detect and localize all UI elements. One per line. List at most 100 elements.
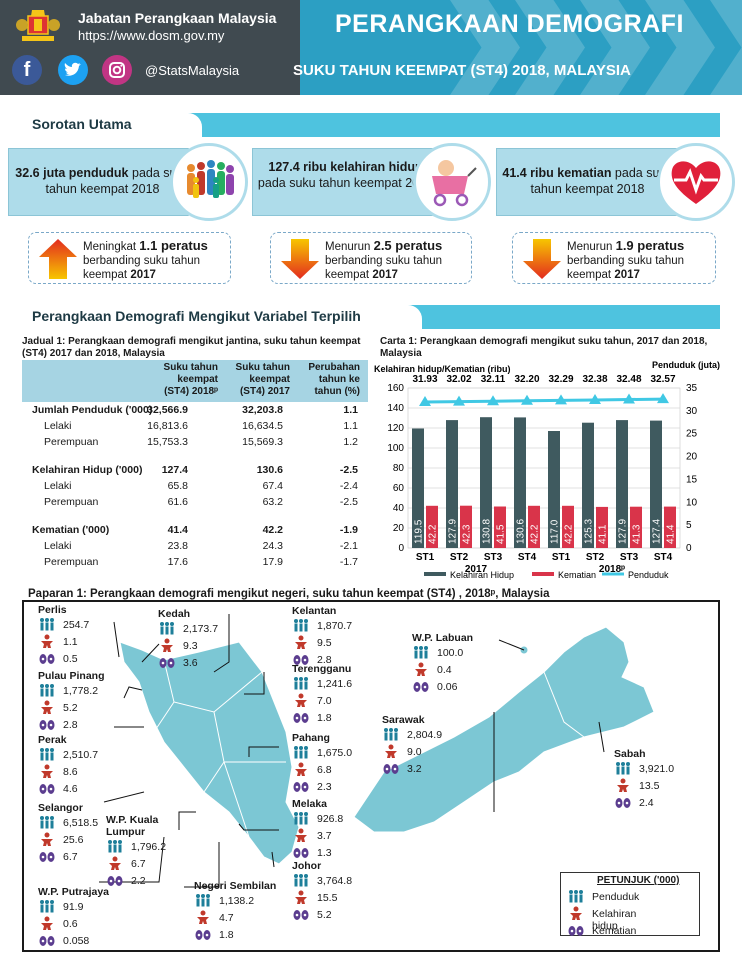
value-2017: 15,569.3 bbox=[242, 436, 283, 448]
line-label-population: 32.02 bbox=[446, 374, 471, 385]
change-text: keempat bbox=[83, 269, 131, 281]
value-change: -2.5 bbox=[339, 464, 358, 476]
population-icon bbox=[40, 816, 54, 829]
bar-deaths bbox=[596, 506, 608, 548]
bar-label-deaths: 42.3 bbox=[462, 524, 473, 544]
point-population bbox=[521, 394, 533, 405]
people-icon bbox=[187, 160, 234, 198]
instagram-icon[interactable] bbox=[102, 55, 132, 85]
row-label: Kelahiran Hidup ('000) bbox=[32, 464, 143, 476]
state-births: 7.0 bbox=[292, 693, 351, 710]
y-tick-left: 120 bbox=[387, 423, 404, 434]
state-births: 6.7 bbox=[106, 856, 158, 873]
change-direction: Menurun bbox=[325, 241, 374, 253]
y-tick-left: 60 bbox=[393, 483, 405, 494]
state-population: 3,921.0 bbox=[614, 761, 674, 778]
bar-births bbox=[650, 420, 662, 548]
y-tick-left: 100 bbox=[387, 443, 404, 454]
death-icon bbox=[195, 930, 211, 940]
state-deaths: 2.3 bbox=[292, 779, 332, 796]
population-icon bbox=[294, 619, 308, 632]
value-change: 1.1 bbox=[343, 420, 358, 432]
line-label-population: 32.29 bbox=[548, 374, 573, 385]
death-icon bbox=[293, 713, 309, 723]
bar-label-births: 130.8 bbox=[482, 519, 493, 544]
death-icon bbox=[293, 910, 309, 920]
line-label-population: 32.11 bbox=[481, 374, 506, 385]
state-deaths: 2.4 bbox=[614, 795, 654, 812]
births-text: pada suku tahun keempat 2018 bbox=[257, 176, 434, 190]
bar-label-births: 127.9 bbox=[448, 519, 459, 544]
state-births: 13.5 bbox=[614, 778, 659, 795]
deaths-circle bbox=[657, 143, 735, 221]
population-icon bbox=[40, 900, 54, 913]
value-2018: 23.8 bbox=[167, 540, 188, 552]
change-text: keempat bbox=[325, 269, 373, 281]
map-legend: PETUNJUK ('000) Penduduk Kelahiran hidup… bbox=[560, 872, 700, 937]
state-births: 1.1 bbox=[38, 634, 78, 651]
value-2017: 130.6 bbox=[256, 464, 283, 476]
facebook-icon[interactable]: f bbox=[12, 55, 42, 85]
population-icon bbox=[569, 890, 583, 903]
table-row: Perempuan 61.6 63.2 -2.5 bbox=[22, 496, 368, 512]
bar-births bbox=[616, 420, 628, 548]
state-johor: Johor 3,764.8 15.5 5.2 bbox=[292, 860, 352, 924]
x-tick-label: ST2 bbox=[586, 552, 605, 563]
row-label: Lelaki bbox=[44, 480, 72, 492]
value-change: -1.7 bbox=[339, 556, 358, 568]
deaths-value: 41.4 ribu kematian bbox=[502, 166, 612, 180]
state-deaths: 2.8 bbox=[38, 717, 105, 734]
row-label: Perempuan bbox=[44, 556, 99, 568]
table-row: Kematian ('000) 41.4 42.2 -1.9 bbox=[22, 524, 368, 540]
table-row: Perempuan 15,753.3 15,569.3 1.2 bbox=[22, 436, 368, 452]
row-label: Kematian ('000) bbox=[32, 524, 110, 536]
legend-label-population: Penduduk bbox=[628, 570, 669, 580]
map-frame: Perlis 254.7 1.1 0.5 Kedah 2,173.7 9.3 3.6 Kelan… bbox=[22, 600, 720, 952]
bar-deaths bbox=[562, 505, 574, 548]
y-tick-right: 25 bbox=[686, 429, 698, 440]
value-2017: 42.2 bbox=[262, 524, 283, 536]
twitter-icon[interactable] bbox=[58, 55, 88, 85]
birth-icon bbox=[197, 910, 209, 924]
x-tick-label: ST4 bbox=[654, 552, 673, 563]
state-name: Melaka bbox=[292, 798, 328, 810]
death-icon bbox=[293, 848, 309, 858]
birth-icon bbox=[41, 634, 53, 648]
legend-label-deaths: Kematian bbox=[558, 570, 596, 580]
state-births: 9.0 bbox=[382, 744, 425, 761]
bar-label-births: 127.9 bbox=[618, 519, 629, 544]
state-births: 0.6 bbox=[38, 916, 109, 933]
state-selangor: Selangor 6,518.5 25.6 6.7 bbox=[38, 802, 98, 866]
section-highlights-bar: Sorotan Utama bbox=[22, 113, 720, 137]
state-w-p-kuala-lumpur: W.P. Kuala Lumpur 1,796.2 6.7 2.2 bbox=[106, 814, 166, 890]
state-deaths: 5.2 bbox=[292, 907, 332, 924]
state-deaths: 1.8 bbox=[194, 927, 276, 944]
birth-icon bbox=[41, 916, 53, 930]
row-label: Perempuan bbox=[44, 436, 99, 448]
line-label-population: 32.48 bbox=[616, 374, 641, 385]
state-name: W.P. Putrajaya bbox=[38, 886, 110, 898]
birth-icon bbox=[41, 832, 53, 846]
state-name: Pulau Pinang bbox=[38, 670, 105, 682]
birth-icon bbox=[295, 635, 307, 649]
birth-icon bbox=[41, 764, 53, 778]
table-row: Lelaki 16,813.6 16,634.5 1.1 bbox=[22, 420, 368, 436]
row-label: Perempuan bbox=[44, 496, 99, 508]
table-row: Lelaki 65.8 67.4 -2.4 bbox=[22, 480, 368, 496]
value-change: 1.2 bbox=[343, 436, 358, 448]
y-tick-left: 160 bbox=[387, 383, 404, 394]
birth-icon bbox=[109, 856, 121, 870]
state-births: 0.4 bbox=[412, 662, 473, 679]
state-population: 2,510.7 bbox=[38, 747, 98, 764]
org-url[interactable]: https://www.dosm.gov.my bbox=[78, 28, 225, 43]
social-handle: @StatsMalaysia bbox=[145, 63, 240, 78]
death-icon bbox=[39, 936, 55, 946]
change-text: berbanding suku tahun bbox=[325, 255, 443, 267]
state-name: Negeri Sembilan bbox=[194, 880, 277, 892]
state-sabah: Sabah 3,921.0 13.5 2.4 bbox=[614, 748, 674, 812]
value-2017: 32,203.8 bbox=[242, 404, 283, 416]
y-tick-left: 40 bbox=[393, 503, 405, 514]
birth-icon bbox=[385, 744, 397, 758]
state-name: Terengganu bbox=[292, 663, 352, 675]
coat-of-arms-icon bbox=[16, 10, 60, 41]
